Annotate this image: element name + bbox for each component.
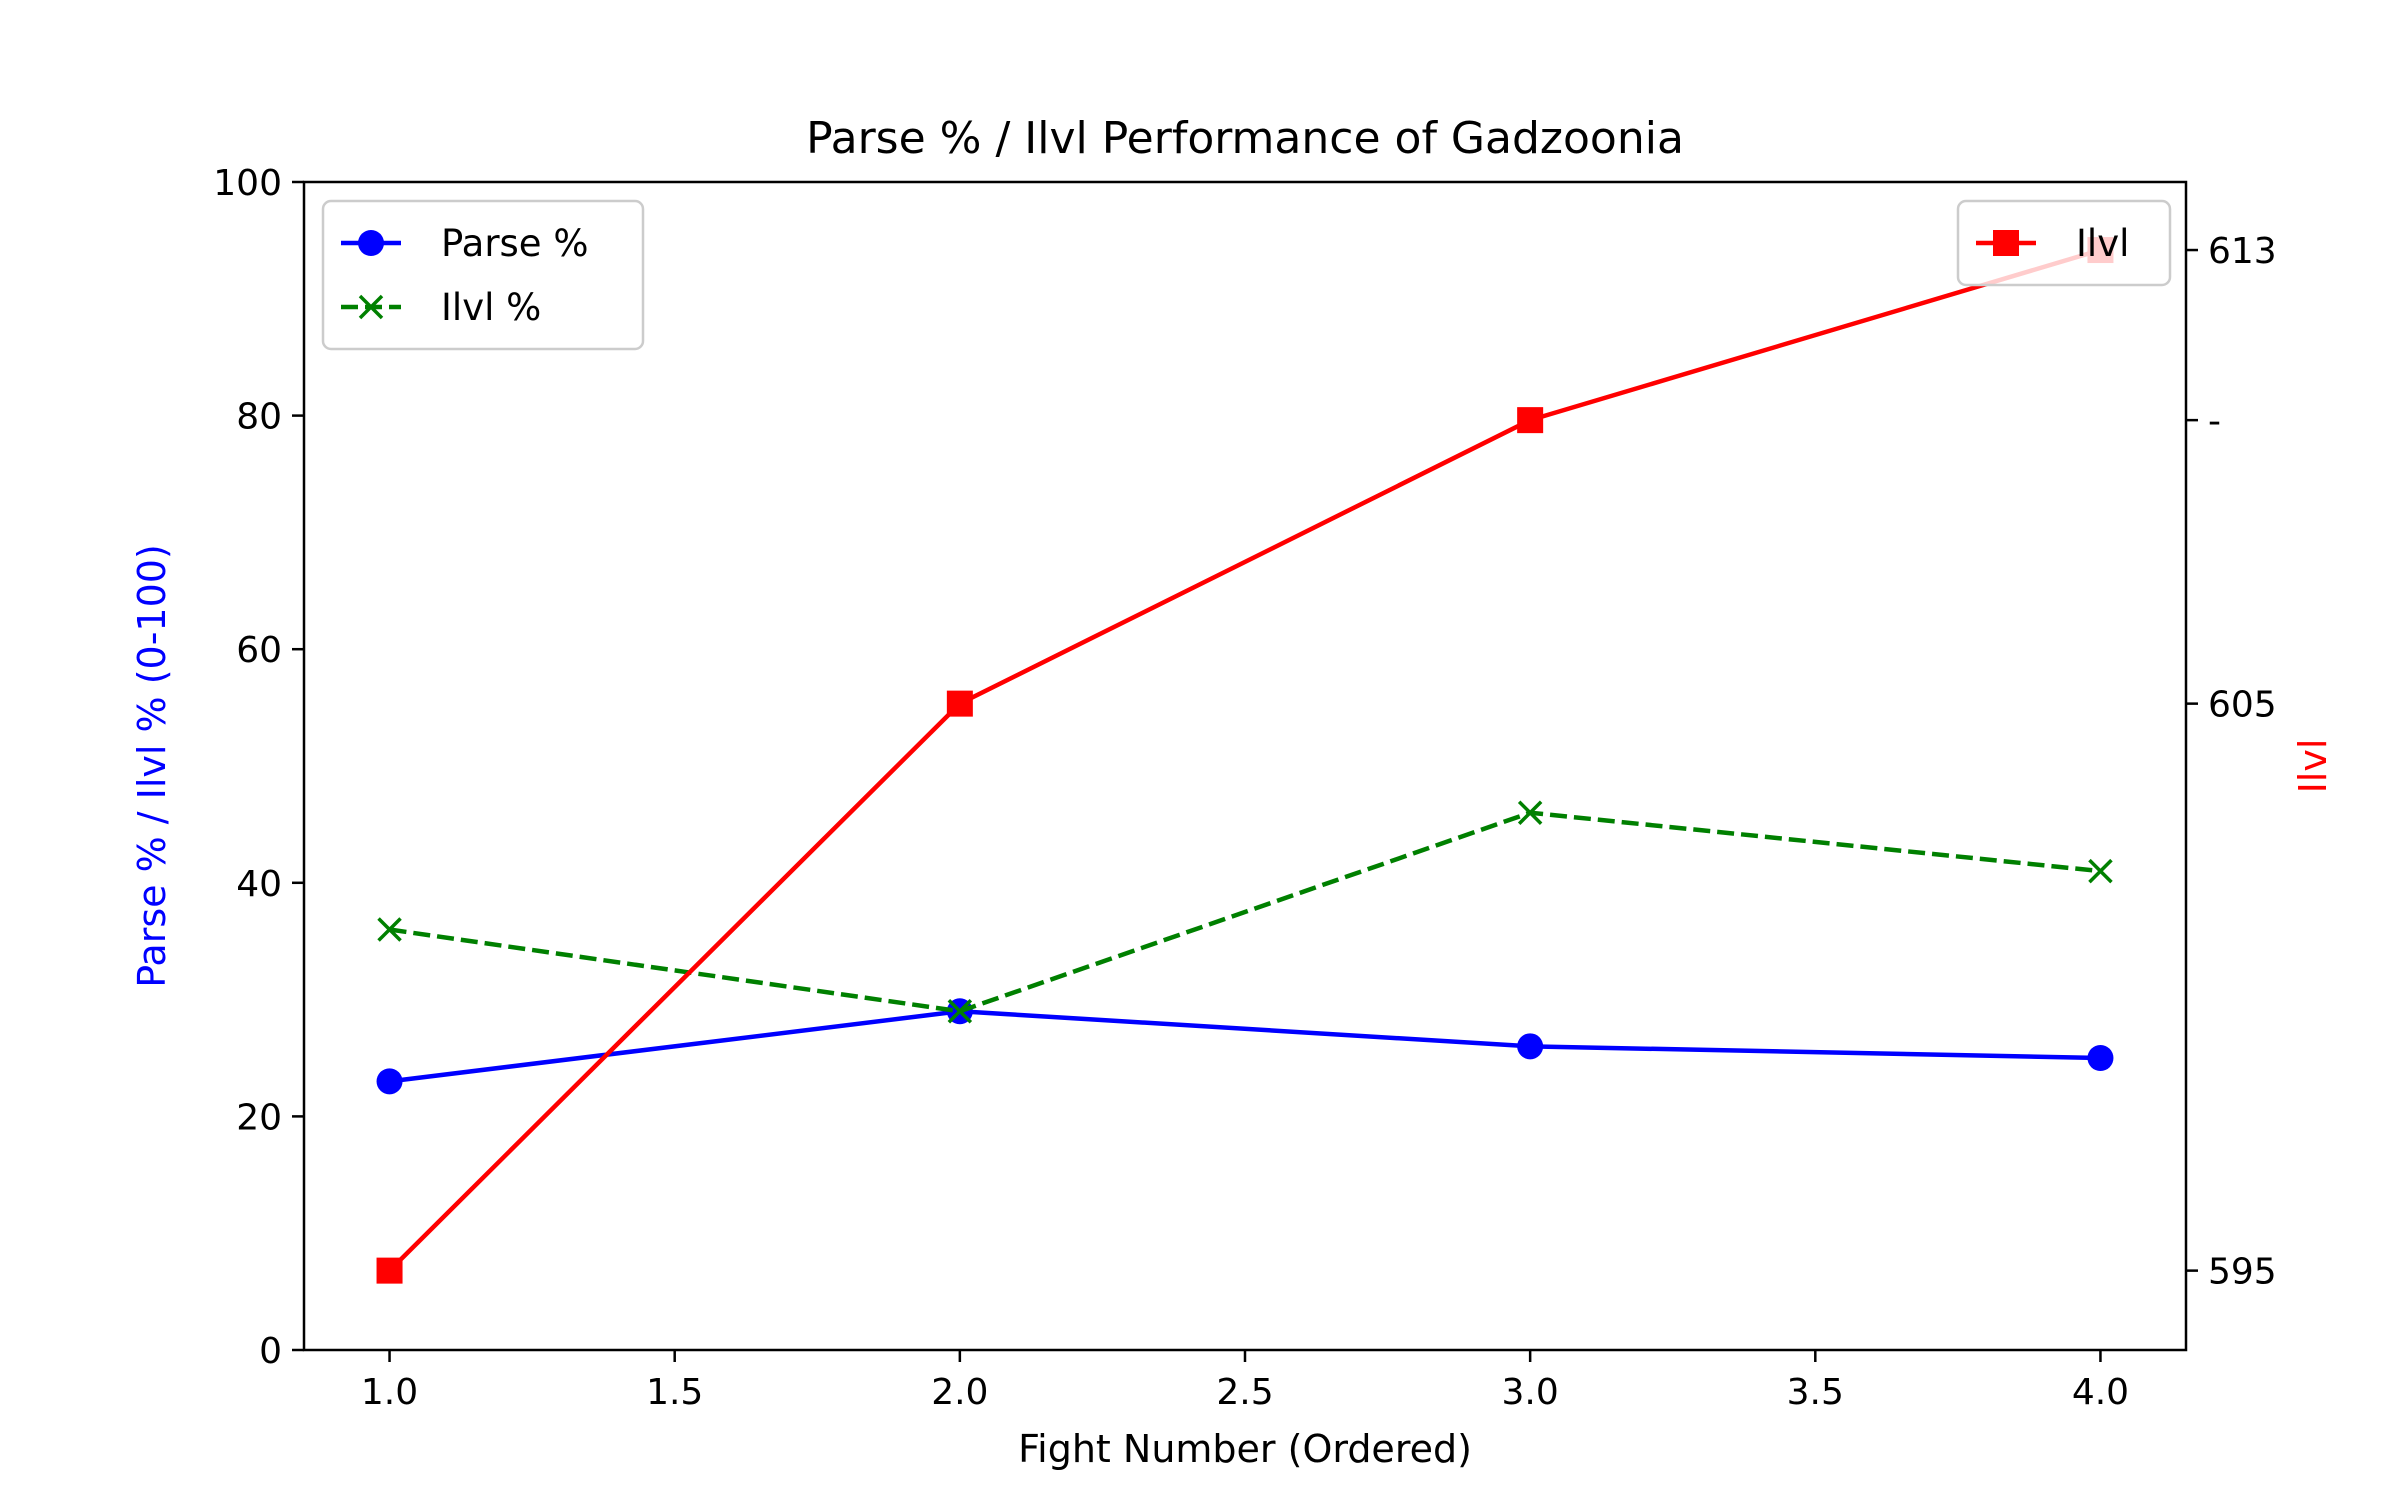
y-right-tick-label: 605 xyxy=(2208,685,2277,726)
data-point-ilvl xyxy=(376,1257,403,1284)
legend-left: Parse % Ilvl % xyxy=(321,199,645,351)
y-left-tick-label: 60 xyxy=(236,630,282,671)
x-tick-label: 3.5 xyxy=(1787,1372,1844,1413)
series-ilvl xyxy=(376,237,2114,1284)
x-tick-label: 4.0 xyxy=(2072,1372,2129,1413)
y-left-tick-label: 100 xyxy=(213,163,282,204)
y-right-axis-title: Ilvl xyxy=(2291,739,2335,794)
legend-left-frame xyxy=(321,199,645,351)
legend-label-ilvl: Ilvl % xyxy=(441,286,541,329)
y-left-axis-title: Parse % / Ilvl % (0-100) xyxy=(130,544,174,988)
y-left-tick-label: 20 xyxy=(236,1097,282,1138)
y-right-tick-label: 595 xyxy=(2208,1252,2277,1293)
series-ilvl xyxy=(377,800,2113,1024)
series-line-ilvl xyxy=(387,247,2103,1273)
legend-label-ilvl: Ilvl xyxy=(2076,222,2129,265)
data-point-ilvl xyxy=(377,917,402,942)
y-left-tick-label: 40 xyxy=(236,864,282,905)
series-line-ilvl xyxy=(389,810,2101,1014)
data-point-ilvl xyxy=(946,690,973,717)
series-line-parse xyxy=(387,1009,2103,1084)
legend-marker-ilvl xyxy=(358,294,384,320)
x-tick-label: 3.0 xyxy=(1502,1372,1559,1413)
y-right-tick-label: - xyxy=(2208,401,2221,442)
legend-marker-parse xyxy=(358,230,384,256)
x-tick-label: 2.0 xyxy=(931,1372,988,1413)
x-axis-title: Fight Number (Ordered) xyxy=(1018,1427,1472,1471)
y-right-tick-label: 613 xyxy=(2208,231,2277,272)
x-tick-label: 1.5 xyxy=(646,1372,703,1413)
data-point-ilvl xyxy=(1517,800,1543,825)
chart-title: Parse % / Ilvl Performance of Gadzoonia xyxy=(806,113,1684,164)
data-point-ilvl xyxy=(2088,858,2113,884)
plot-frame xyxy=(302,180,2188,1352)
legend-right-frame xyxy=(1956,199,2172,287)
data-point-parse xyxy=(1517,1033,1544,1060)
legend-layer: Parse % Ilvl % Ilvl xyxy=(321,199,2172,351)
x-tick-label: 2.5 xyxy=(1216,1372,1273,1413)
x-tick-label: 1.0 xyxy=(361,1372,418,1413)
series-parse xyxy=(376,998,2114,1095)
y-left-tick-label: 0 xyxy=(259,1331,282,1372)
data-point-ilvl xyxy=(947,999,973,1024)
data-point-parse xyxy=(2087,1045,2114,1071)
legend-marker-ilvl xyxy=(1993,230,2019,256)
legend-label-parse: Parse % xyxy=(441,222,589,265)
series-layer xyxy=(376,237,2114,1284)
y-left-tick-label: 80 xyxy=(236,397,282,438)
legend-right: Ilvl xyxy=(1956,199,2172,287)
ticks-layer: 1.0 1.5 2.0 2.5 3.0 3.5 4.0 0 20 40 60 80 100 595 605 -… xyxy=(213,163,2276,1413)
data-point-parse xyxy=(376,1068,403,1095)
data-point-ilvl xyxy=(1517,407,1544,434)
